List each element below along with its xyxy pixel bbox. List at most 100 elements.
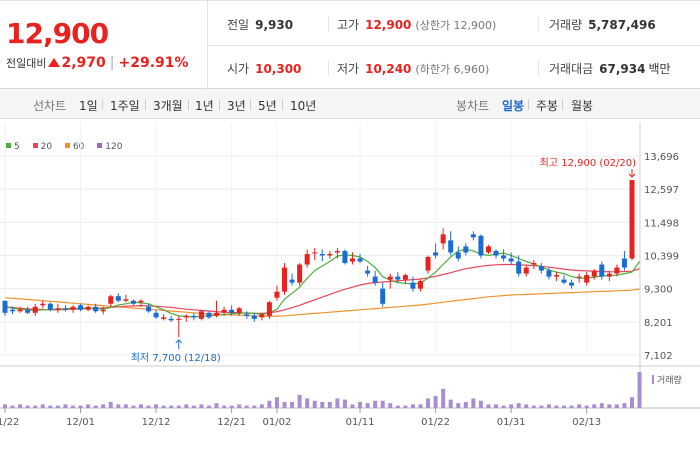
volume-bar: [531, 405, 536, 408]
volume-bar: [463, 402, 468, 408]
volume-bar: [214, 403, 219, 408]
period-3y[interactable]: 3년: [227, 99, 246, 113]
volume-bar: [40, 404, 45, 408]
volume-bar: [342, 399, 347, 408]
period-5y[interactable]: 5년: [258, 99, 277, 113]
candle-body: [531, 263, 537, 265]
candle-body: [168, 318, 174, 321]
toolbar-divider: [102, 99, 103, 110]
candle-daily[interactable]: 일봉: [502, 99, 525, 113]
candle-body: [584, 275, 590, 283]
volume-bar: [403, 405, 408, 408]
toolbar-divider: [528, 99, 529, 110]
candle-body: [161, 317, 167, 319]
volume-bar: [63, 404, 68, 408]
candle-body: [93, 306, 99, 312]
low-annotation: 최저 7,700 (12/18): [131, 352, 221, 364]
low-arrow: [175, 339, 183, 349]
volume-bar: [169, 405, 174, 408]
candle-body: [365, 270, 371, 274]
candle-body: [599, 264, 605, 277]
volume-bar: [501, 405, 506, 408]
period-1y[interactable]: 1년: [195, 99, 214, 113]
candle-body: [221, 309, 227, 313]
candle-body: [266, 302, 272, 316]
volume-bar: [630, 397, 634, 408]
candle-body: [17, 309, 23, 312]
volume-bar: [244, 405, 249, 408]
candle-body: [282, 267, 288, 292]
current-price: 12,900: [6, 17, 109, 50]
legend-swatch: [97, 143, 103, 148]
volume-bar: [237, 404, 242, 408]
period-1d[interactable]: 1일: [79, 99, 98, 113]
period-10y[interactable]: 10년: [290, 99, 317, 113]
candle-body: [236, 308, 242, 313]
chart-toolbar: 선차트 1일 1주일 3개월 1년 3년 5년 10년 봉차트 일봉 주봉 월봉: [0, 89, 700, 119]
candle-body: [357, 258, 363, 262]
stock-chart: 13,696 12,597 11,498 10,399 9,300 8,201 7,102 1…: [0, 122, 700, 428]
volume-bar: [546, 404, 551, 408]
candle-body: [115, 296, 121, 301]
amount-value: 67,934: [599, 62, 646, 76]
volume-bar: [259, 404, 264, 408]
candle-body: [433, 252, 439, 256]
x-tick-label: 01/22: [421, 417, 450, 428]
candle-body: [214, 312, 220, 316]
volume-bar: [614, 404, 619, 408]
prev-close-label: 전일: [227, 18, 250, 32]
candle-body: [78, 305, 84, 310]
candle-body: [614, 267, 620, 274]
volume-bar: [199, 404, 204, 408]
prev-close-cell: 전일 9,930: [227, 16, 293, 33]
candle-body: [395, 276, 401, 280]
cell-divider: [538, 17, 539, 31]
volume-bar: [191, 405, 196, 408]
period-3m[interactable]: 3개월: [153, 99, 183, 113]
volume-bar: [18, 404, 23, 408]
legend-ma5-label: 5: [14, 142, 20, 152]
candle-monthly[interactable]: 월봉: [571, 99, 594, 113]
candle-body: [176, 318, 182, 320]
change-value: 2,970: [61, 55, 106, 71]
open-value: 10,300: [255, 62, 302, 76]
volume-bar: [448, 399, 453, 408]
candle-body: [138, 300, 144, 303]
volume-bar: [229, 405, 234, 408]
candle-body: [319, 253, 325, 256]
legend-ma60-label: 60: [72, 142, 85, 152]
candle-body: [312, 252, 318, 254]
volume-bar: [410, 404, 415, 408]
candle-body: [334, 250, 340, 253]
candle-body: [621, 258, 627, 268]
volume-bar: [206, 405, 211, 408]
volume-bar: [305, 398, 310, 408]
period-1w[interactable]: 1주일: [110, 99, 140, 113]
volume-label: 거래량: [549, 18, 583, 32]
y-tick-label: 9,300: [644, 285, 673, 296]
candle-body: [561, 279, 567, 283]
candle-chart-label: 봉차트: [456, 99, 490, 113]
quote-panel: 12,900 전일대비 2,970 | +29.91% 전일 9,930 고가 12,90…: [0, 0, 700, 89]
volume-bar: [373, 400, 378, 408]
volume-bar: [282, 402, 287, 408]
candle-body: [493, 250, 499, 256]
candle-body: [244, 314, 250, 316]
volume-bar: [478, 400, 483, 408]
change-row: 전일대비 2,970 | +29.91%: [6, 55, 189, 71]
high-label: 고가: [337, 18, 360, 32]
x-tick-label: 02/13: [572, 417, 601, 428]
volume-bar: [622, 403, 627, 408]
candle-body: [229, 309, 235, 313]
candle-body: [448, 240, 454, 253]
volume-bar: [441, 388, 446, 408]
low-label: 저가: [337, 62, 360, 76]
candle-body: [183, 315, 189, 318]
candle-body: [606, 273, 612, 277]
legend-ma120-label: 120: [105, 142, 123, 152]
volume-legend-swatch: [652, 375, 654, 384]
candle-body: [425, 256, 431, 271]
volume-cell: 거래량 5,787,496: [549, 16, 656, 33]
candle-weekly[interactable]: 주봉: [536, 99, 559, 113]
candle-body: [463, 246, 469, 253]
